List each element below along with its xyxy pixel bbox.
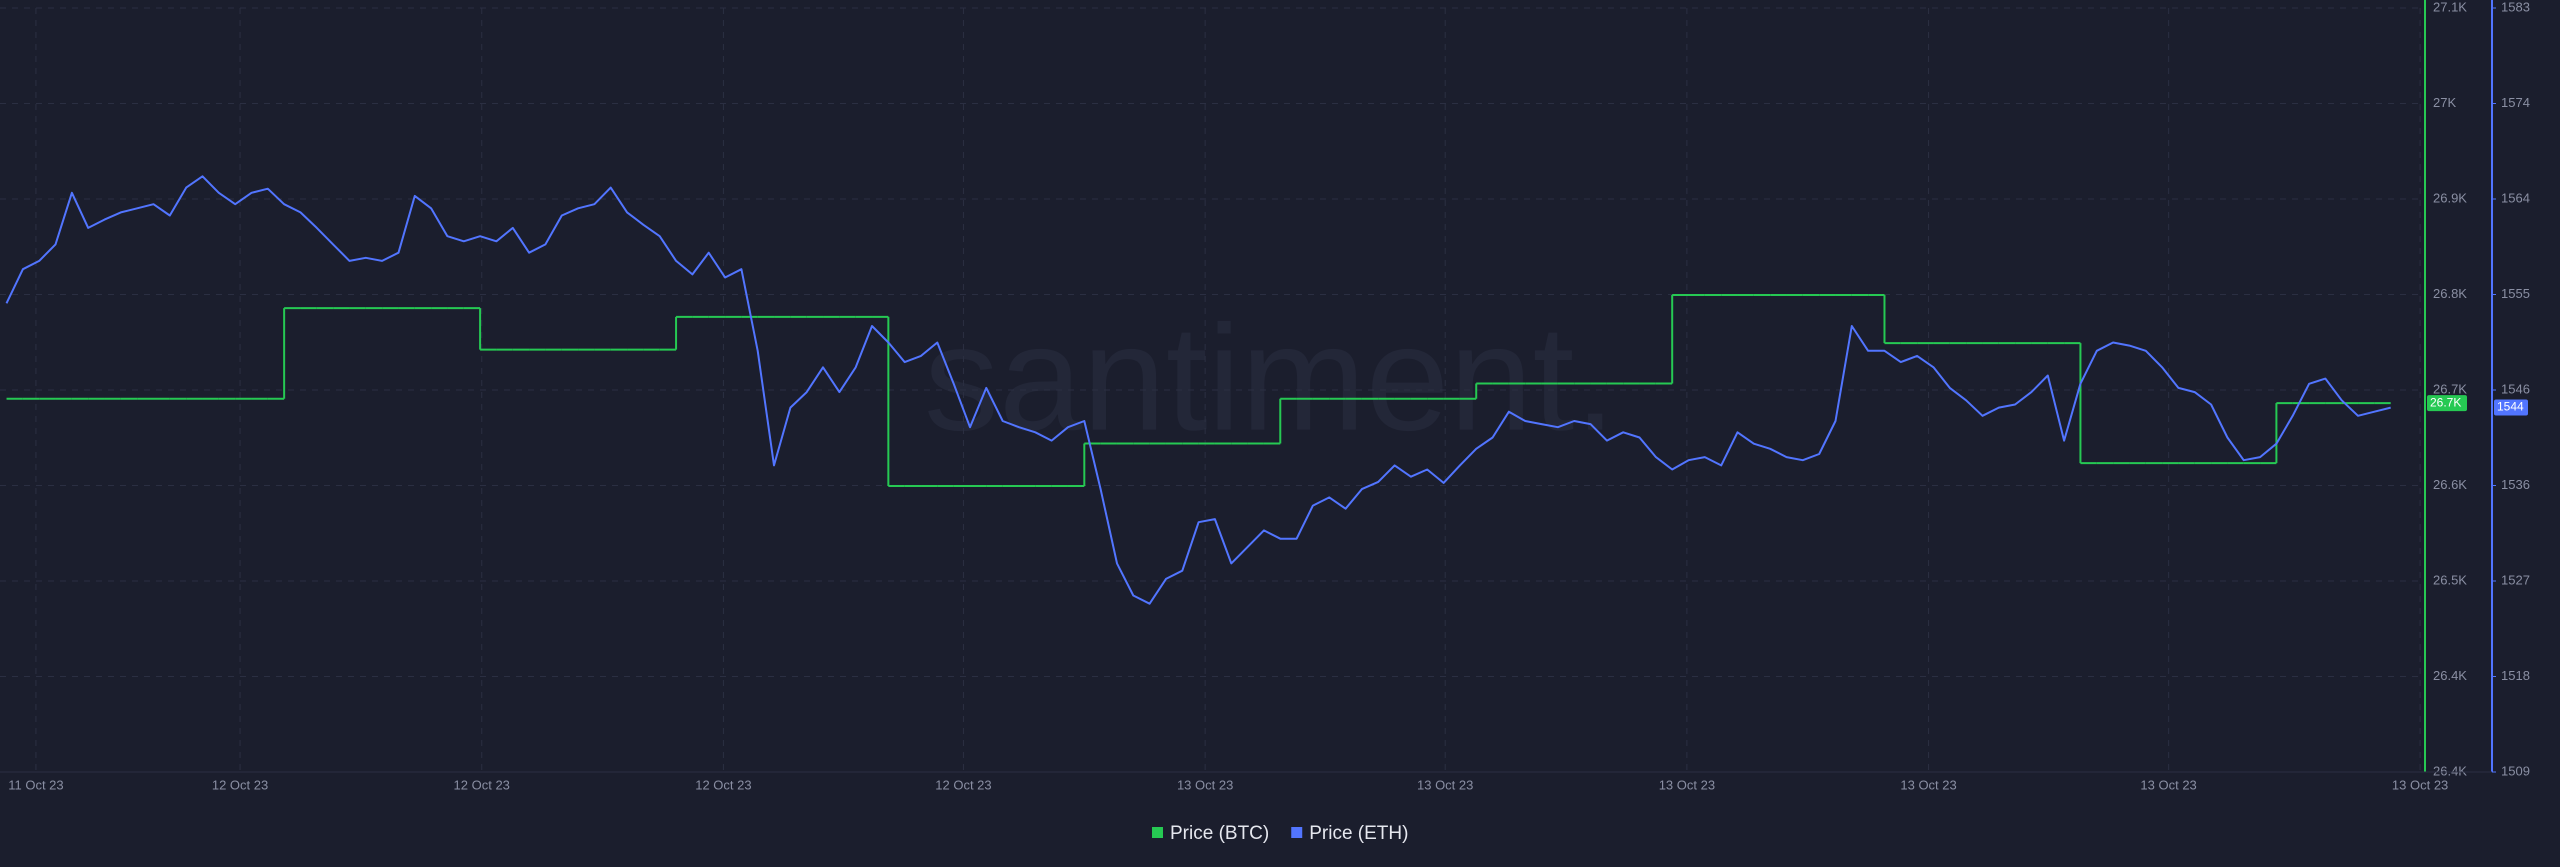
legend-label: Price (BTC): [1170, 823, 1269, 844]
y-tick-label: 27.1K: [2433, 0, 2467, 14]
x-tick-label: 13 Oct 23: [1177, 777, 1233, 792]
y-tick-label: 26.4K: [2433, 763, 2467, 778]
y2-tick-label: 1583: [2501, 0, 2530, 14]
x-tick-label: 12 Oct 23: [935, 777, 991, 792]
y-tick-label: 26.5K: [2433, 572, 2467, 587]
watermark: santiment.: [924, 294, 1616, 462]
y-tick-label: 26.4K: [2433, 668, 2467, 683]
y2-tick-label: 1574: [2501, 95, 2530, 110]
y2-tick-label: 1555: [2501, 286, 2530, 301]
x-tick-label: 12 Oct 23: [695, 777, 751, 792]
x-tick-label: 11 Oct 23: [8, 777, 63, 792]
y2-tick-label: 1527: [2501, 572, 2530, 587]
x-tick-label: 13 Oct 23: [1900, 777, 1956, 792]
y-tick-label: 27K: [2433, 95, 2456, 110]
x-tick-label: 13 Oct 23: [1417, 777, 1473, 792]
last-value-badge: [2494, 399, 2528, 416]
y-tick-label: 26.7K: [2433, 381, 2467, 396]
last-value-badge: [2427, 395, 2467, 412]
y-tick-label: 26.6K: [2433, 477, 2467, 492]
legend-swatch: [1152, 827, 1163, 838]
y2-tick-label: 1546: [2501, 381, 2530, 396]
x-tick-label: 12 Oct 23: [212, 777, 268, 792]
y-tick-label: 26.9K: [2433, 190, 2467, 205]
x-tick-label: 12 Oct 23: [454, 777, 510, 792]
y2-tick-label: 1509: [2501, 763, 2530, 778]
y2-tick-label: 1564: [2501, 190, 2530, 205]
legend-swatch: [1291, 827, 1303, 838]
y-tick-label: 26.8K: [2433, 286, 2467, 301]
last-value-label: 1544: [2497, 400, 2524, 414]
y2-tick-label: 1518: [2501, 668, 2530, 683]
x-tick-label: 13 Oct 23: [2140, 777, 2196, 792]
x-tick-label: 13 Oct 23: [2392, 777, 2448, 792]
x-tick-label: 13 Oct 23: [1659, 777, 1715, 792]
price-line: [5, 175, 2391, 605]
y2-tick-label: 1536: [2501, 477, 2530, 492]
last-value-label: 26.7K: [2430, 395, 2461, 409]
legend-label: Price (ETH): [1309, 823, 1408, 844]
